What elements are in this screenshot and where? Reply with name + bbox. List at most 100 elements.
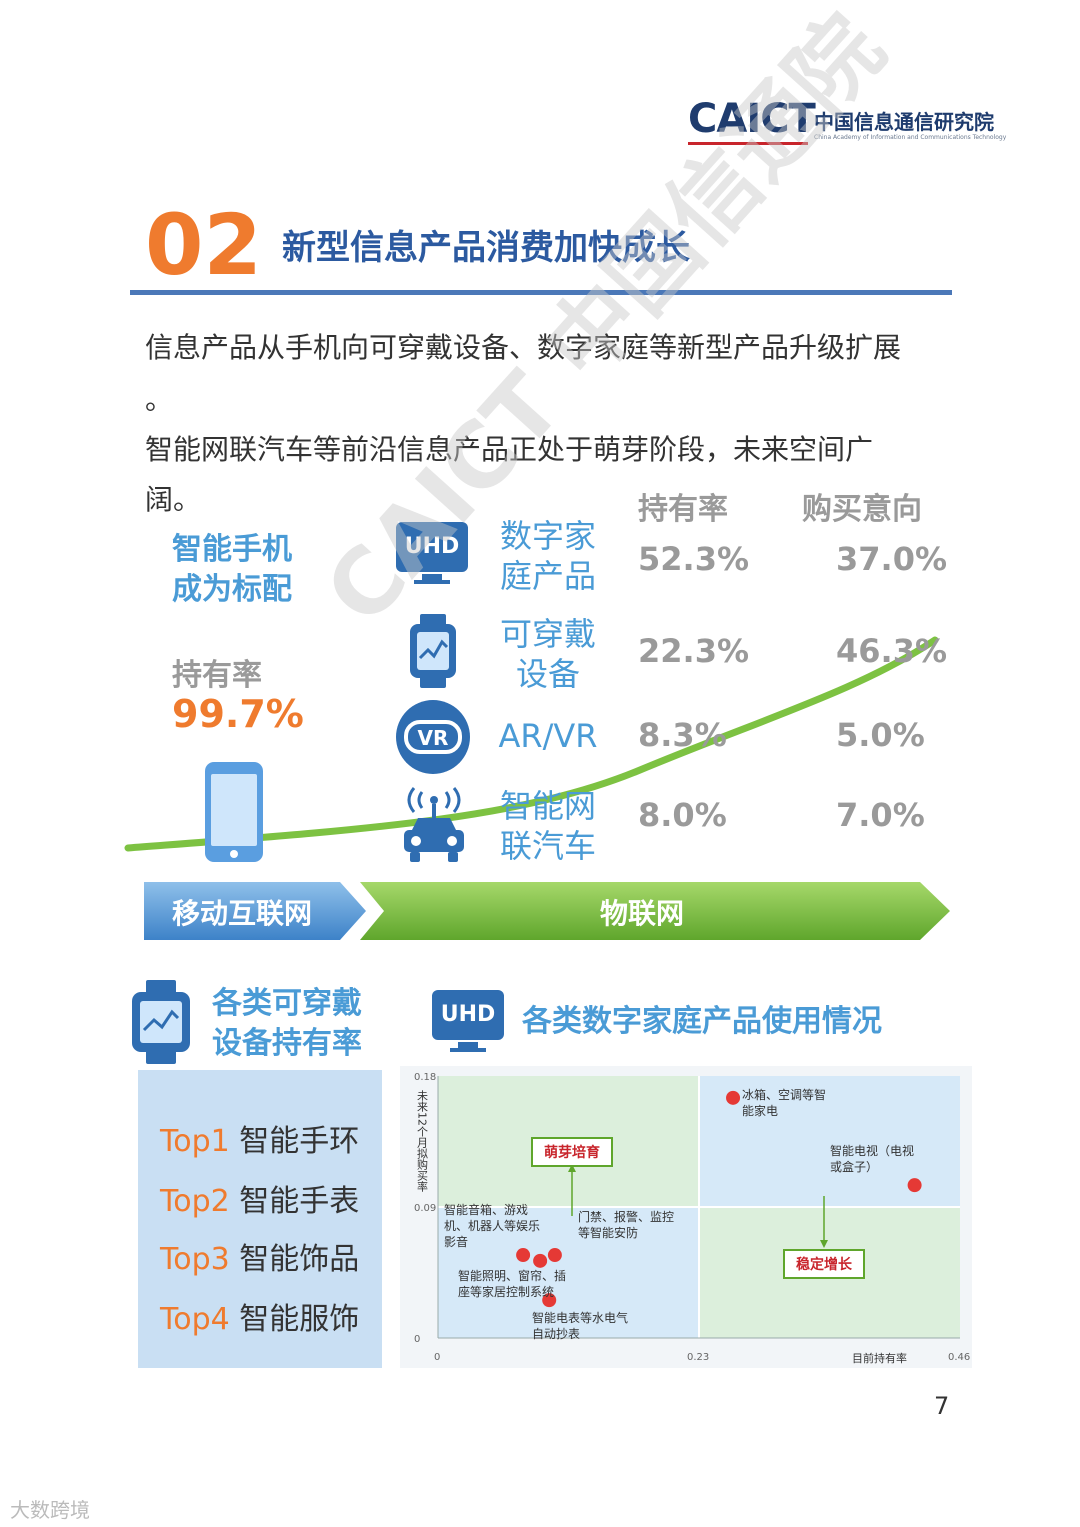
logo-underline	[688, 142, 808, 145]
iot-arrow	[360, 882, 950, 940]
product-name-line-1: 可穿戴	[499, 615, 596, 653]
smartwatch-icon	[130, 980, 192, 1068]
caict-logo: CAICT 中国信息通信研究院 China Academy of Informa…	[680, 92, 1010, 154]
point-label-fridge: 冰箱、空调等智能家电	[742, 1087, 826, 1118]
ownership-value: 52.3%	[638, 540, 750, 578]
stage-label-mobile: 移动互联网	[172, 897, 313, 930]
purchase-intent-value: 46.3%	[836, 632, 948, 670]
page-number: 7	[934, 1392, 950, 1420]
paragraph-line-2: 。	[145, 383, 174, 416]
home-chart-title: 各类数字家庭产品使用情况	[522, 1004, 882, 1039]
uhd-tv-icon: UHD	[432, 990, 504, 1052]
purchase-intent-value: 37.0%	[836, 540, 948, 578]
ranking-name: 智能饰品	[239, 1242, 360, 1277]
ranking-name: 智能服饰	[239, 1302, 360, 1337]
smartwatch-icon	[408, 614, 458, 688]
quadrant-label-stable-box	[783, 1249, 865, 1279]
product-name-line-2: 庭产品	[499, 557, 596, 595]
x-tick-label: 0.46	[948, 1352, 970, 1363]
product-name-wearables: 可穿戴 设备	[496, 614, 600, 694]
stage-label-iot: 物联网	[600, 897, 685, 930]
y-tick-label: 0.18	[414, 1072, 436, 1083]
section-number: 02	[145, 196, 262, 294]
point-label-speaker: 智能音箱、游戏机、机器人等娱乐影音	[444, 1202, 540, 1249]
product-name-digital-home: 数字家 庭产品	[496, 516, 600, 596]
data-point-0	[726, 1090, 741, 1105]
smartphone-own-label: 持有率	[172, 658, 262, 693]
section-title: 新型信息产品消费加快成长	[282, 228, 690, 268]
vr-label: VR	[418, 726, 449, 750]
smartphone-title-line-1: 智能手机	[172, 532, 292, 567]
data-point-2	[516, 1248, 531, 1263]
wearables-ranking-panel	[138, 1070, 382, 1368]
logo-cn-text: 中国信息通信研究院	[814, 110, 994, 134]
data-point-4	[547, 1248, 562, 1263]
ranking-item: Top2 智能手表	[160, 1176, 359, 1220]
product-name-arvr: AR/VR	[496, 716, 600, 756]
paragraph-line-1: 信息产品从手机向可穿戴设备、数字家庭等新型产品升级扩展	[145, 331, 902, 364]
mobile-internet-arrow	[144, 882, 366, 940]
paragraph-line-3: 智能网联汽车等前沿信息产品正处于萌芽阶段，未来空间广	[145, 433, 874, 466]
vr-headset-icon: VR	[396, 700, 470, 774]
ranking-name: 智能手表	[239, 1184, 360, 1219]
product-name-line-2: 联汽车	[499, 827, 596, 865]
smartphone-title: 智能手机 成为标配	[172, 530, 292, 610]
ownership-value: 8.0%	[638, 796, 727, 834]
uhd-tv-icon: UHD	[396, 522, 468, 584]
uhd-label: UHD	[432, 990, 504, 1040]
y-axis-label: 未来12个月拟购买率	[416, 1090, 429, 1193]
logo-main-text: CAICT	[688, 96, 816, 142]
point-label-lighting: 智能照明、窗帘、插座等家居控制系统	[458, 1268, 566, 1299]
ranking-name: 智能手环	[239, 1124, 360, 1159]
connected-car-icon	[398, 786, 470, 864]
quadrant-label-emerging: 萌芽培育	[544, 1144, 600, 1161]
product-name-line-1: 智能网	[499, 787, 596, 825]
arrow-down-head	[820, 1240, 828, 1248]
smartphone-own-value: 99.7%	[172, 692, 304, 736]
quadrant-label-stable: 稳定增长	[796, 1256, 853, 1273]
quadrant-bottom-left	[438, 1207, 699, 1338]
product-name-connected-car: 智能网 联汽车	[496, 786, 600, 866]
y-tick-label: 0	[414, 1334, 420, 1345]
section-divider	[130, 290, 952, 295]
header-purchase-intent: 购买意向	[802, 492, 922, 527]
footer-watermark: 大数跨境	[10, 1498, 90, 1522]
x-tick-label: 0.23	[687, 1352, 709, 1363]
data-point-1	[907, 1178, 922, 1193]
ownership-value: 8.3%	[638, 716, 727, 754]
product-name-line-2: 设备	[515, 655, 580, 693]
point-label-tv: 智能电视（电视或盒子）	[830, 1143, 914, 1174]
uhd-label: UHD	[396, 522, 468, 572]
wearables-title-line-1: 各类可穿戴	[212, 986, 362, 1021]
ownership-value: 22.3%	[638, 632, 750, 670]
ranking-item: Top3 智能饰品	[160, 1234, 359, 1278]
ranking-rank: Top1	[160, 1124, 230, 1159]
point-label-meter: 智能电表等水电气自动抄表	[532, 1310, 628, 1341]
point-label-security: 门禁、报警、监控等智能安防	[578, 1209, 674, 1240]
smartphone-icon	[205, 762, 263, 862]
data-point-5	[542, 1293, 557, 1308]
ranking-item: Top1 智能手环	[160, 1116, 359, 1160]
data-point-3	[533, 1253, 548, 1268]
smartphone-title-line-2: 成为标配	[172, 572, 292, 607]
y-tick-label: 0.09	[414, 1203, 436, 1214]
x-axis-label: 目前持有率	[852, 1351, 907, 1365]
x-tick-label: 0	[434, 1352, 440, 1363]
quadrant-label-emerging-box	[531, 1137, 613, 1167]
ranking-rank: Top3	[160, 1242, 230, 1277]
purchase-intent-value: 7.0%	[836, 796, 925, 834]
ranking-rank: Top4	[160, 1302, 230, 1337]
product-name-line-1: 数字家	[499, 517, 596, 555]
ranking-item: Top4 智能服饰	[160, 1294, 359, 1338]
wearables-title-line-2: 设备持有率	[212, 1026, 362, 1061]
paragraph-line-4: 阔。	[145, 483, 202, 516]
product-name-line-1: AR/VR	[498, 717, 598, 755]
wearables-title: 各类可穿戴 设备持有率	[212, 984, 362, 1064]
header-ownership: 持有率	[638, 492, 728, 527]
logo-en-text: China Academy of Information and Communi…	[814, 134, 1007, 141]
ranking-rank: Top2	[160, 1184, 230, 1219]
arrow-up-head	[568, 1164, 576, 1172]
purchase-intent-value: 5.0%	[836, 716, 925, 754]
